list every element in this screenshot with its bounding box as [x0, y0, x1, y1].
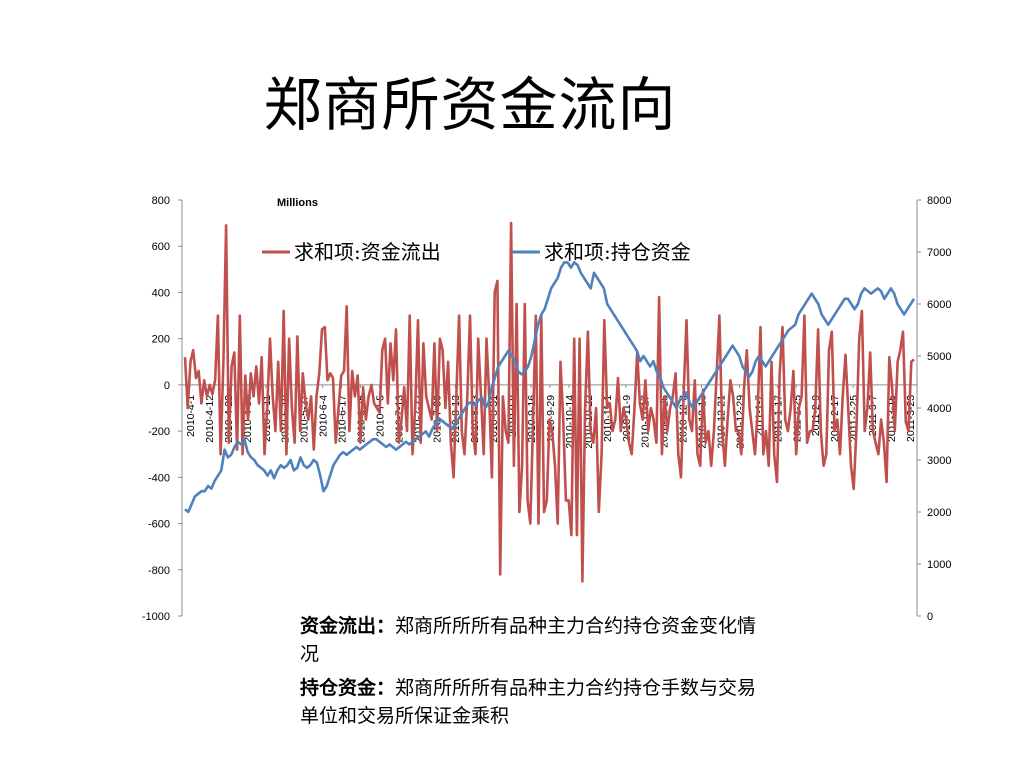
page-title: 郑商所资金流向	[263, 71, 677, 139]
legend: 求和项:资金流出 求和项:持仓资金	[262, 240, 691, 264]
notes: 资金流出：郑商所所所有品种主力合约持仓资金变化情况 持仓资金：郑商所所所有品种主…	[300, 612, 760, 736]
left-tick-label: 200	[152, 334, 170, 346]
note-position-text: 郑商所所所有品种主力合约持仓手数与交易单位和交易所保证金乘积	[300, 677, 757, 727]
right-tick-label: 3000	[927, 455, 951, 467]
right-tick-label: 7000	[927, 247, 951, 259]
left-tick-label: -1000	[142, 611, 170, 623]
left-tick-label: 800	[152, 195, 170, 207]
series-line-outflow	[183, 221, 915, 583]
series-layer	[183, 221, 916, 583]
right-tick-label: 8000	[927, 195, 951, 207]
left-tick-label: 600	[152, 241, 170, 253]
x-tick-label: 2010-7-5	[374, 395, 386, 437]
legend-label: 求和项:持仓资金	[544, 240, 691, 264]
left-tick-label: -400	[148, 472, 170, 484]
right-tick-label: 5000	[927, 351, 951, 363]
right-tick-label: 6000	[927, 299, 951, 311]
note-outflow-label: 资金流出：	[300, 615, 396, 637]
left-tick-label: -800	[148, 565, 170, 577]
right-tick-label: 0	[927, 611, 933, 623]
unit-label: Millions	[277, 197, 318, 209]
note-position-label: 持仓资金：	[300, 677, 396, 699]
x-tick-label: 2010-9-29	[545, 395, 557, 443]
left-tick-label: 0	[164, 380, 170, 392]
x-tick-label: 2010-4-12	[204, 395, 216, 443]
right-tick-label: 4000	[927, 403, 951, 415]
right-tick-label: 1000	[927, 559, 951, 571]
series-line-position	[184, 261, 916, 514]
x-tick-label: 2010-6-4	[318, 395, 330, 437]
left-tick-label: -600	[148, 519, 170, 531]
note-outflow-text: 郑商所所所有品种主力合约持仓资金变化情况	[300, 615, 757, 665]
note-outflow: 资金流出：郑商所所所有品种主力合约持仓资金变化情况	[300, 612, 760, 668]
right-tick-label: 2000	[927, 507, 951, 519]
legend-label: 求和项:资金流出	[294, 240, 441, 264]
note-position: 持仓资金：郑商所所所有品种主力合约持仓手数与交易单位和交易所保证金乘积	[300, 674, 760, 730]
left-tick-label: -200	[148, 426, 170, 438]
left-tick-label: 400	[152, 287, 170, 299]
